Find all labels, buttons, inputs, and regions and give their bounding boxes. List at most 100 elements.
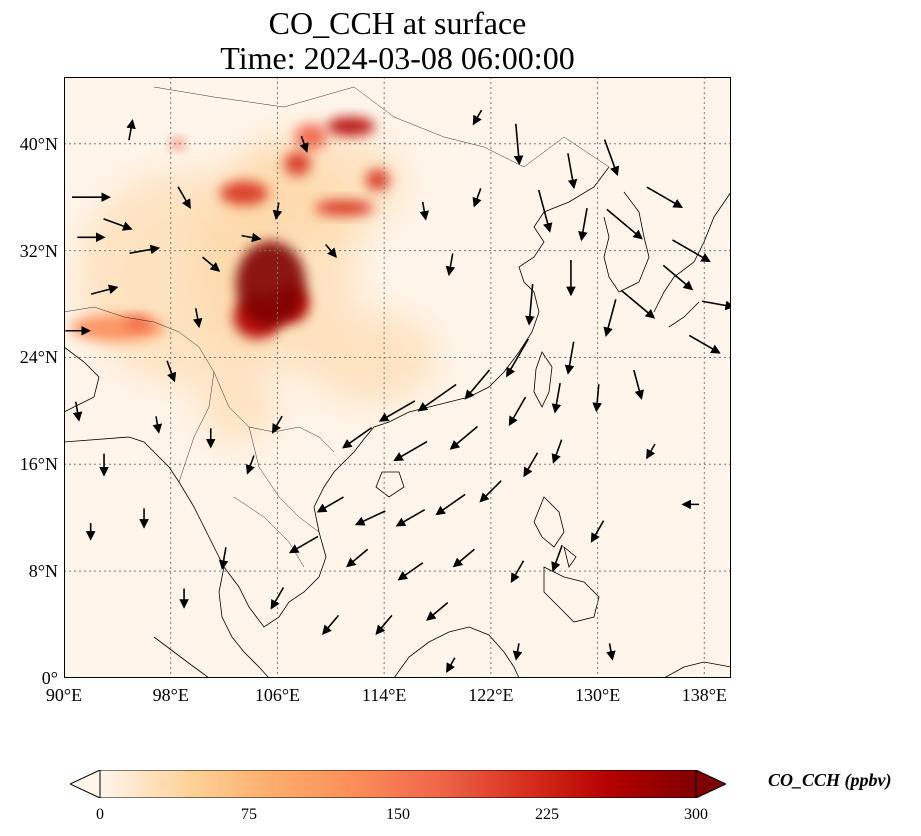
wind-arrow: [606, 643, 616, 661]
wind-arrow: [449, 425, 478, 450]
wind-arrow: [395, 509, 426, 527]
lat-lon-gridlines: [64, 77, 731, 678]
longitude-tick-label: 122°E: [468, 685, 514, 705]
colorbar-tick-label: 150: [386, 806, 410, 823]
wind-arrow: [512, 643, 523, 661]
wind-arrow: [508, 396, 527, 427]
latitude-tick-label: 40°N: [19, 133, 58, 154]
wind-arrow: [513, 123, 524, 166]
co-concentration-field: [70, 117, 438, 445]
wind-vectors: [65, 109, 731, 673]
wind-arrow: [603, 299, 617, 337]
colorbar-label: CO_CCH (ppbv): [768, 770, 892, 790]
co-hotspot: [220, 181, 269, 206]
wind-arrow: [397, 562, 424, 581]
wind-arrow: [479, 480, 502, 503]
wind-arrow: [606, 208, 643, 240]
wind-arrow: [464, 369, 491, 400]
wind-arrow: [672, 239, 711, 263]
wind-arrow: [662, 264, 694, 291]
wind-arrow: [288, 535, 319, 554]
wind-arrow: [452, 548, 475, 568]
wind-arrow: [192, 308, 203, 329]
wind-arrow: [90, 284, 119, 295]
coastlines: [64, 166, 731, 678]
longitude-tick-label: 130°E: [574, 685, 621, 705]
co-hotspot: [197, 364, 278, 445]
map-border: [64, 77, 731, 678]
colorbar-tick-label: 75: [241, 806, 257, 823]
wind-arrow: [506, 338, 529, 378]
latitude-tick-label: 24°N: [19, 347, 58, 368]
wind-arrow: [688, 334, 721, 354]
wind-arrow: [646, 443, 656, 460]
wind-arrow: [299, 135, 309, 153]
wind-arrow: [633, 369, 644, 400]
wind-arrow: [316, 496, 344, 513]
wind-arrow: [152, 416, 163, 434]
wind-arrow: [590, 520, 605, 543]
wind-arrow: [564, 341, 575, 375]
wind-arrow: [537, 189, 553, 233]
longitude-tick-label: 98°E: [152, 685, 189, 705]
wind-arrow: [551, 382, 562, 414]
longitude-tick-label: 138°E: [681, 685, 727, 705]
colorbar-min-extend: [70, 770, 101, 798]
wind-arrow: [419, 201, 430, 221]
wind-arrow: [426, 602, 449, 621]
latitude-tick-label: 8°N: [28, 561, 58, 582]
colorbar-gradient: [99, 770, 697, 798]
wind-arrow: [177, 186, 191, 209]
wind-arrow: [393, 440, 428, 462]
co-hotspot: [294, 123, 327, 151]
colorbar-max-extend: [695, 770, 726, 798]
wind-arrow: [378, 400, 416, 422]
wind-arrow: [445, 253, 456, 277]
wind-arrow: [603, 139, 620, 177]
wind-arrow: [523, 452, 539, 478]
co-hotspot: [236, 241, 306, 327]
wind-arrow: [322, 614, 340, 636]
wind-arrow: [417, 383, 457, 412]
wind-arrow: [446, 657, 456, 673]
wind-arrow: [592, 384, 602, 413]
map-time-subtitle: Time: 2024-03-08 06:00:00: [220, 40, 575, 76]
wind-arrow: [325, 243, 337, 258]
longitude-tick-label: 90°E: [45, 685, 83, 705]
wind-arrow: [341, 426, 373, 449]
wind-arrow: [578, 208, 588, 242]
wind-arrow: [701, 300, 731, 311]
wind-arrow: [435, 493, 466, 516]
latitude-tick-label: 16°N: [19, 454, 58, 475]
wind-arrow: [129, 244, 161, 255]
colorbar-tick-label: 225: [535, 806, 559, 823]
map-title: CO_CCH at surface: [268, 5, 527, 41]
wind-arrow: [202, 256, 221, 272]
co-hotspot: [124, 316, 151, 330]
wind-arrow: [354, 510, 386, 526]
map-plot-area: [64, 77, 731, 678]
wind-arrow: [166, 360, 177, 383]
wind-arrow: [103, 218, 133, 231]
wind-arrow: [525, 284, 535, 326]
colorbar: [70, 770, 726, 798]
wind-arrow: [567, 153, 578, 190]
wind-arrow: [472, 109, 483, 126]
wind-arrow: [218, 547, 229, 570]
longitude-tick-label: 106°E: [254, 685, 301, 705]
wind-arrow: [241, 232, 262, 243]
co-hotspot: [170, 138, 185, 150]
country-borders: [64, 86, 610, 568]
wind-arrow: [72, 401, 83, 422]
wind-arrow: [375, 614, 393, 636]
wind-arrow: [270, 587, 285, 610]
wind-arrow: [272, 202, 283, 221]
wind-arrow: [346, 548, 369, 568]
co-hotspot: [326, 117, 375, 136]
longitude-tick-label: 114°E: [361, 685, 407, 705]
colorbar-tick-label: 300: [684, 806, 708, 823]
colorbar-tick-label: 0: [96, 806, 104, 823]
latitude-tick-label: 32°N: [19, 240, 58, 261]
wind-arrow: [646, 186, 684, 209]
wind-arrow: [271, 415, 283, 434]
